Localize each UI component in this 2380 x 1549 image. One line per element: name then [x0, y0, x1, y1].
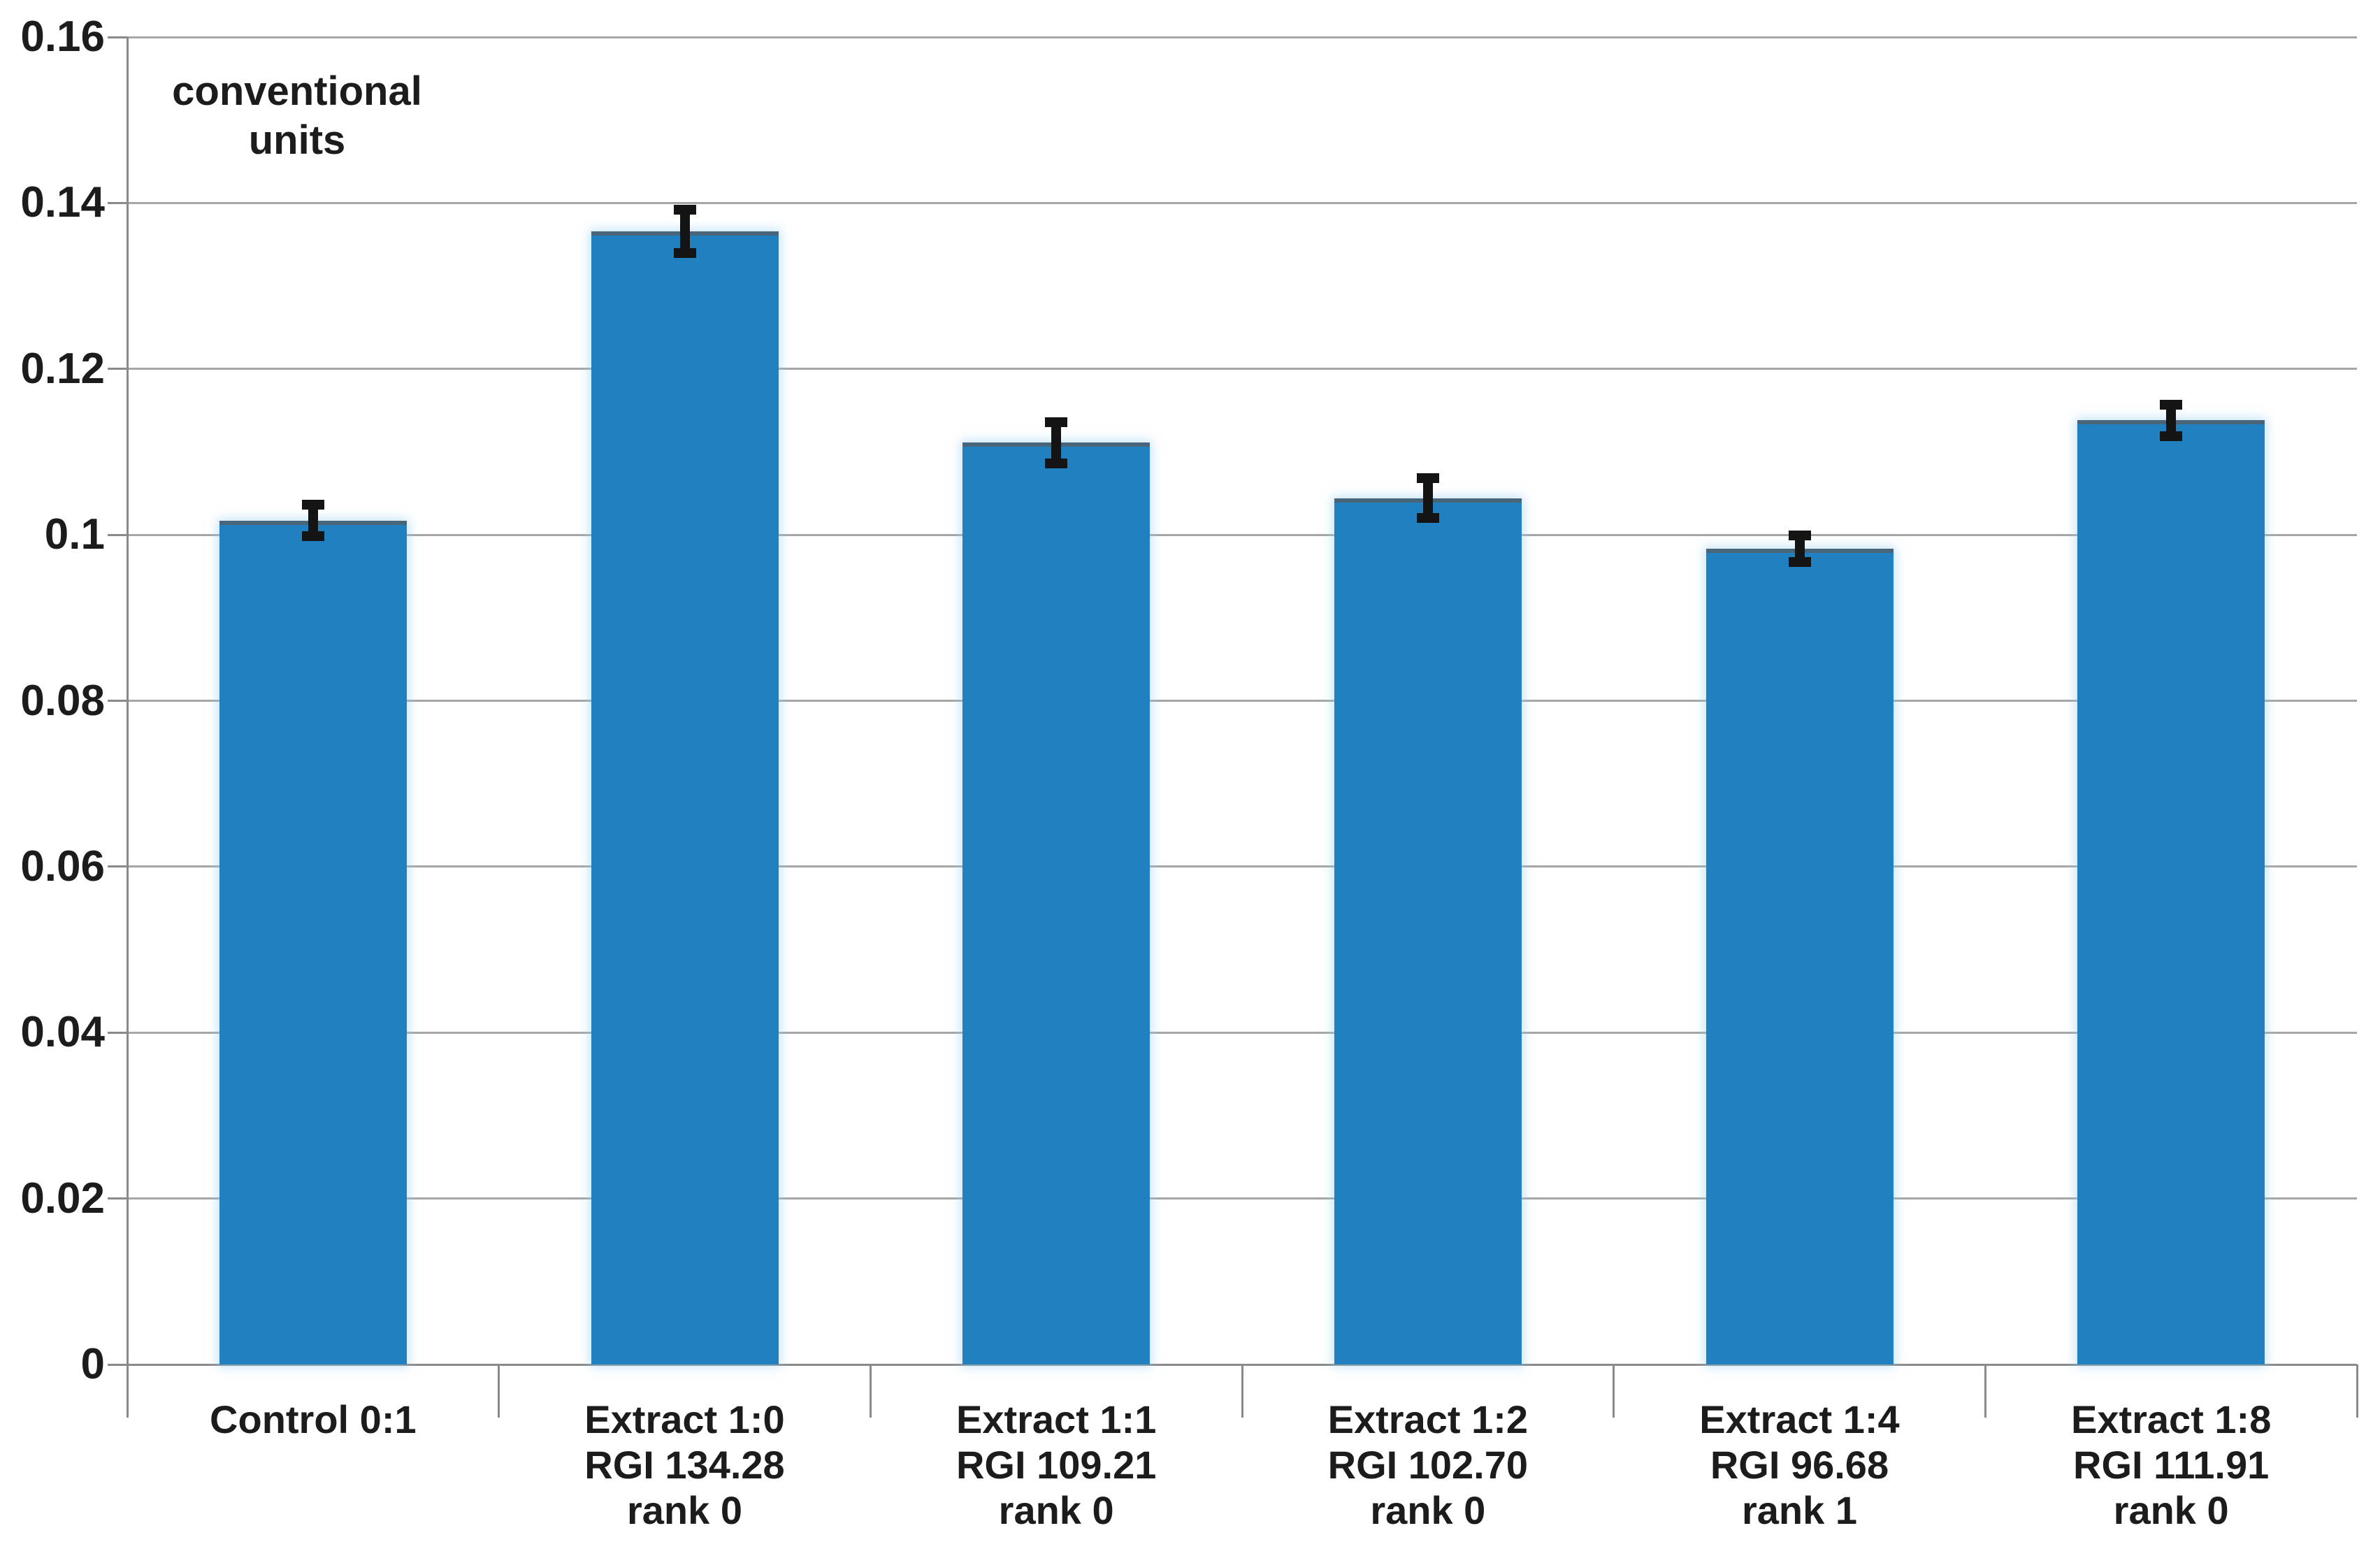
chart-title-line-2: units: [248, 117, 346, 163]
x-axis-category-label-line: rank 0: [2113, 1488, 2229, 1532]
y-axis-tick: [108, 1031, 127, 1034]
x-axis-category-label-line: RGI 102.70: [1327, 1443, 1529, 1487]
x-axis-category-label-line: Extract 1:1: [955, 1397, 1157, 1441]
x-axis-category-label-line: Extract 1:0: [584, 1397, 785, 1441]
x-axis-tick: [1984, 1364, 1986, 1418]
y-axis-tick-label: 0.04: [20, 1008, 105, 1057]
x-axis-category-label-line: rank 0: [998, 1488, 1114, 1532]
error-bar-top-cap: [301, 500, 324, 510]
y-axis-tick-label: 0.02: [20, 1174, 105, 1223]
y-axis-tick-label: 0.16: [20, 13, 105, 61]
y-gridline: [127, 533, 2357, 536]
bar: [1705, 549, 1894, 1364]
error-bar-bottom-cap: [1788, 557, 1811, 568]
x-axis-category-label-line: RGI 134.28: [584, 1443, 785, 1487]
y-axis-tick-label: 0.14: [20, 178, 105, 227]
bar: [2077, 420, 2265, 1364]
error-bar-line: [1422, 478, 1433, 519]
x-axis-category-label-line: Extract 1:8: [2070, 1397, 2272, 1441]
bar: [1334, 498, 1522, 1364]
y-gridline: [127, 201, 2357, 204]
x-axis-category-label: Extract 1:0 RGI 134.28 rank 0: [499, 1397, 871, 1533]
x-axis-tick: [2356, 1364, 2358, 1418]
error-bar-top-cap: [2160, 399, 2183, 410]
y-axis-tick: [108, 1363, 127, 1366]
x-axis-category-label-line: RGI 109.21: [955, 1443, 1157, 1487]
y-axis-tick: [108, 368, 127, 370]
x-axis-category-label-line: rank 0: [626, 1488, 742, 1532]
error-bar-line: [1051, 422, 1062, 464]
y-gridline: [127, 700, 2357, 702]
x-axis-tick: [869, 1364, 872, 1418]
x-axis-category-label: Extract 1:4 RGI 96.68 rank 1: [1614, 1397, 1986, 1533]
y-axis-tick-label: 0.08: [20, 676, 105, 725]
y-axis-tick: [108, 865, 127, 868]
y-axis-tick-label: 0.12: [20, 344, 105, 393]
error-bar-line: [308, 505, 318, 537]
chart-title: conventional units: [115, 67, 479, 165]
error-bar-line: [679, 209, 690, 253]
y-gridline: [127, 1197, 2357, 1200]
x-axis-category-label-line: RGI 111.91: [2073, 1443, 2270, 1487]
bar: [591, 231, 779, 1364]
x-axis-category-label-line: RGI 96.68: [1710, 1443, 1889, 1487]
error-bar-bottom-cap: [1416, 513, 1439, 524]
error-bar-top-cap: [673, 204, 696, 215]
error-bar-bottom-cap: [673, 247, 696, 258]
y-axis-tick-label: 0: [80, 1340, 105, 1388]
error-bar-top-cap: [1416, 473, 1439, 484]
error-bar-bottom-cap: [301, 531, 324, 542]
y-axis-tick-label: 0.1: [44, 510, 105, 559]
x-axis-category-label-line: Extract 1:2: [1327, 1397, 1529, 1441]
y-axis-tick: [108, 36, 127, 38]
x-axis-tick: [1613, 1364, 1615, 1418]
y-axis-tick: [108, 533, 127, 536]
x-axis-tick: [498, 1364, 500, 1418]
error-bar-bottom-cap: [1045, 459, 1068, 469]
error-bar-line: [1794, 535, 1805, 563]
x-axis-category-label: Extract 1:1 RGI 109.21 rank 0: [870, 1397, 1242, 1533]
x-axis-category-label-line: Control 0:1: [210, 1397, 417, 1441]
x-axis-category-label: Extract 1:2 RGI 102.70 rank 0: [1242, 1397, 1614, 1533]
x-axis-category-label-line: rank 1: [1741, 1488, 1857, 1532]
bar: [962, 442, 1151, 1364]
y-gridline: [127, 865, 2357, 868]
y-axis-line: [126, 37, 129, 1418]
y-axis-tick: [108, 1197, 127, 1200]
y-gridline: [127, 36, 2357, 38]
x-axis-category-label-line: Extract 1:4: [1699, 1397, 1900, 1441]
error-bar-top-cap: [1788, 531, 1811, 541]
x-axis-category-label: Control 0:1: [127, 1397, 499, 1442]
error-bar-top-cap: [1045, 417, 1068, 427]
x-axis-category-label: Extract 1:8 RGI 111.91 rank 0: [1985, 1397, 2357, 1533]
y-axis-tick: [108, 700, 127, 702]
bar: [219, 520, 407, 1364]
chart-title-line-1: conventional: [172, 69, 422, 114]
y-axis-tick-label: 0.06: [20, 842, 105, 891]
x-axis-tick: [1241, 1364, 1243, 1418]
y-gridline: [127, 368, 2357, 370]
error-bar-bottom-cap: [2160, 431, 2183, 441]
y-axis-tick: [108, 201, 127, 204]
x-axis-category-label-line: rank 0: [1370, 1488, 1486, 1532]
error-bar-line: [2166, 404, 2177, 436]
y-gridline: [127, 1031, 2357, 1034]
